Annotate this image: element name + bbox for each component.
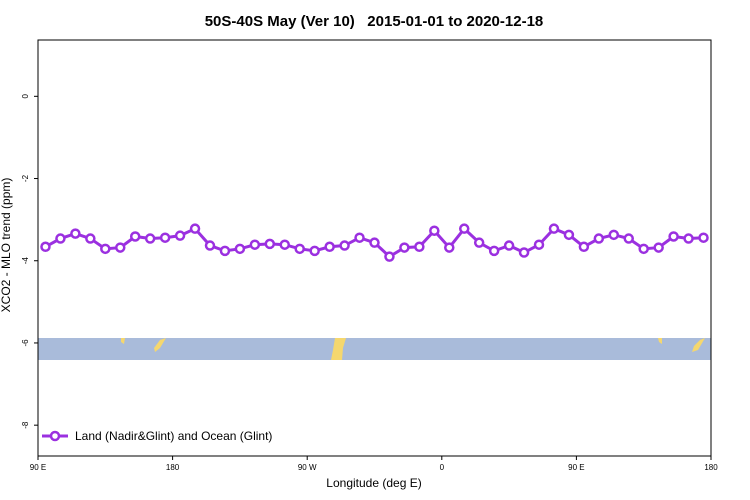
chart-title: 50S-40S May (Ver 10) 2015-01-01 to 2020-… bbox=[205, 13, 544, 30]
data-point bbox=[189, 223, 201, 234]
data-point bbox=[219, 245, 231, 257]
data-point bbox=[204, 240, 216, 251]
data-point bbox=[458, 223, 470, 234]
data-point bbox=[623, 233, 634, 244]
legend-marker bbox=[49, 430, 61, 442]
data-point bbox=[593, 233, 605, 244]
land-patch bbox=[154, 338, 166, 352]
data-point bbox=[40, 241, 51, 253]
y-tick-label: -4 bbox=[21, 257, 30, 265]
data-point bbox=[608, 229, 620, 241]
data-point bbox=[234, 243, 246, 255]
data-point bbox=[429, 225, 440, 236]
legend: Land (Nadir&Glint) and Ocean (Glint) bbox=[42, 429, 272, 443]
data-point bbox=[653, 242, 664, 253]
data-point bbox=[174, 230, 186, 241]
x-tick-label: 0 bbox=[440, 463, 445, 472]
x-tick-label: 180 bbox=[704, 463, 718, 472]
data-point bbox=[518, 247, 530, 258]
x-tick-label: 180 bbox=[166, 463, 180, 472]
data-point bbox=[444, 242, 455, 253]
data-point bbox=[548, 223, 560, 234]
x-tick-label: 90 W bbox=[298, 463, 317, 472]
data-point bbox=[85, 233, 96, 244]
land-patch bbox=[658, 338, 662, 344]
map-strip bbox=[38, 338, 711, 360]
data-point bbox=[159, 232, 171, 243]
data-point bbox=[55, 233, 66, 244]
data-point bbox=[668, 231, 679, 242]
data-point bbox=[399, 242, 410, 253]
data-point bbox=[115, 242, 126, 253]
data-point bbox=[638, 243, 649, 255]
data-point bbox=[264, 238, 276, 250]
data-point bbox=[683, 233, 694, 244]
data-point bbox=[488, 245, 500, 257]
data-point bbox=[144, 233, 156, 244]
data-point bbox=[473, 237, 485, 248]
land-patch bbox=[121, 338, 125, 344]
land-patch bbox=[692, 338, 705, 352]
data-point bbox=[503, 240, 515, 251]
data-point bbox=[70, 228, 81, 239]
data-point bbox=[533, 239, 545, 250]
legend-label: Land (Nadir&Glint) and Ocean (Glint) bbox=[75, 429, 272, 443]
data-point bbox=[384, 251, 395, 262]
x-tick-label: 90 E bbox=[30, 463, 46, 472]
y-tick-label: -8 bbox=[21, 421, 30, 429]
data-point bbox=[339, 240, 350, 251]
data-point bbox=[249, 239, 261, 250]
land-patch bbox=[331, 338, 346, 360]
data-point bbox=[294, 243, 305, 255]
ocean-band bbox=[38, 338, 711, 360]
data-point bbox=[698, 232, 709, 243]
x-axis-label: Longitude (deg E) bbox=[326, 476, 421, 490]
y-tick-label: -6 bbox=[21, 339, 30, 347]
data-point bbox=[279, 239, 291, 250]
data-point bbox=[324, 241, 335, 253]
y-tick-label: -2 bbox=[21, 174, 30, 182]
data-point bbox=[414, 241, 425, 253]
data-point bbox=[100, 243, 111, 255]
y-tick-label: 0 bbox=[21, 94, 30, 99]
data-point bbox=[563, 229, 575, 241]
data-point bbox=[309, 245, 320, 257]
plot-frame bbox=[37, 39, 712, 457]
data-point bbox=[129, 231, 141, 242]
data-point bbox=[578, 241, 590, 253]
data-point bbox=[369, 237, 380, 248]
y-axis-label: XCO2 - MLO trend (ppm) bbox=[0, 178, 13, 313]
data-point bbox=[354, 232, 365, 243]
x-tick-label: 90 E bbox=[568, 463, 584, 472]
